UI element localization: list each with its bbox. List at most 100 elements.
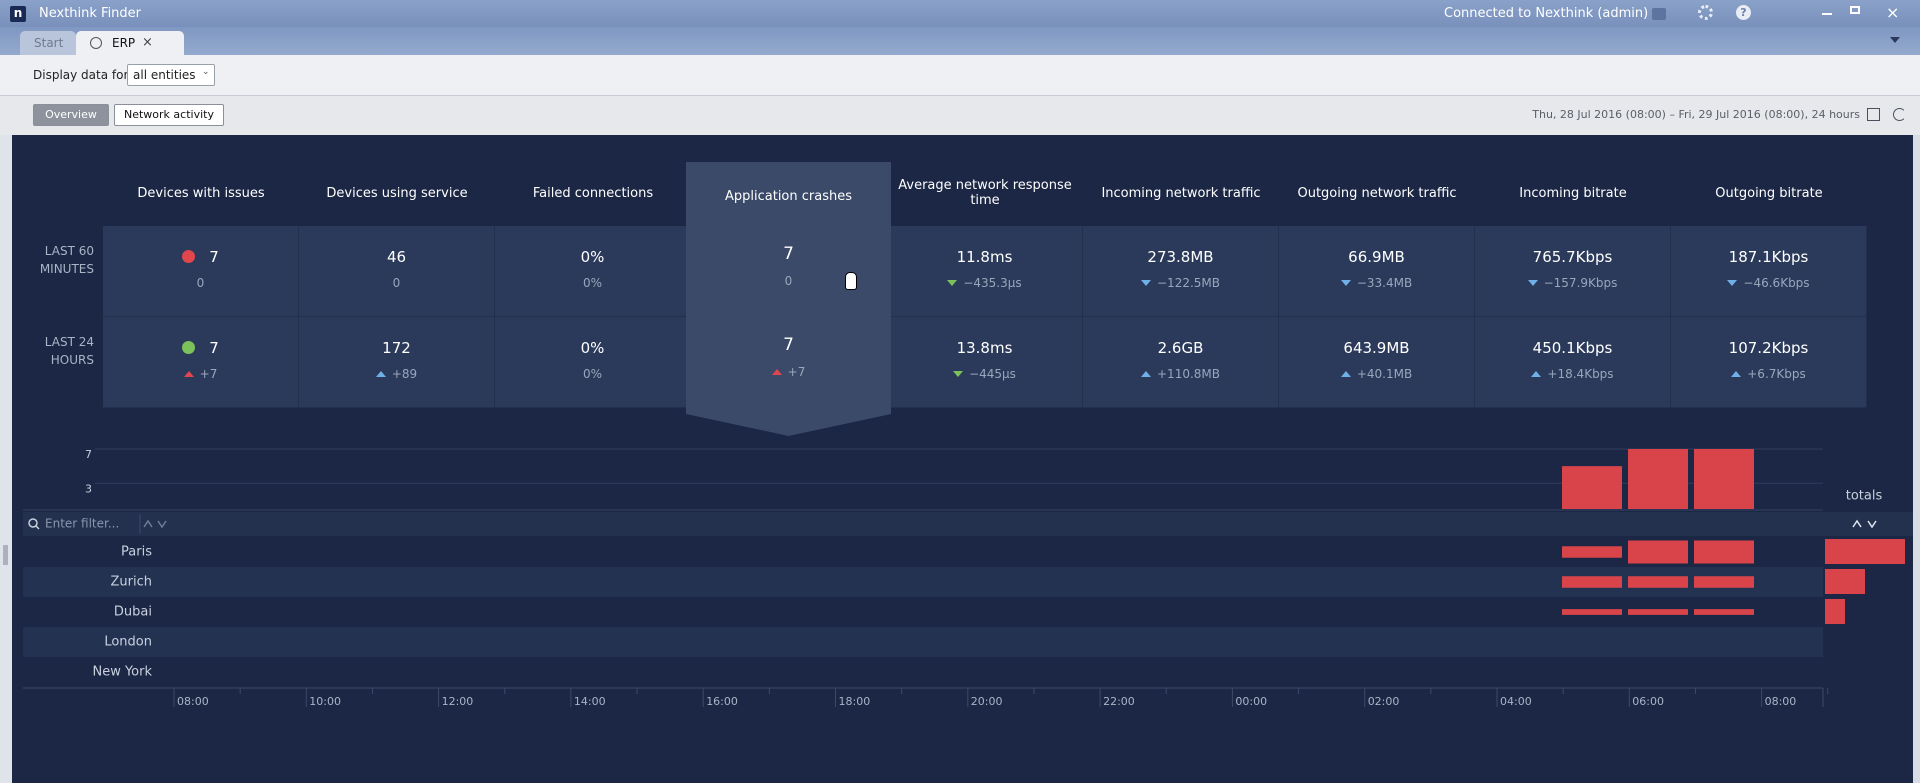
metric-delta: −445µs [887, 367, 1082, 381]
metric-delta: +7 [686, 365, 891, 379]
tab-menu[interactable] [1890, 37, 1900, 43]
metric-value-text: 765.7Kbps [1532, 248, 1613, 266]
location-row[interactable] [23, 567, 1823, 597]
metric-cell[interactable]: 643.9MB +40.1MB [1279, 317, 1475, 408]
metric-delta: 0% [495, 276, 690, 290]
column-header[interactable]: Failed connections [532, 185, 654, 201]
metric-delta: +110.8MB [1083, 367, 1278, 381]
sort-arrow[interactable] [143, 519, 153, 528]
metric-value-text: 172 [382, 339, 411, 357]
metric-delta: 0 [299, 276, 494, 290]
refresh-icon[interactable] [1893, 108, 1906, 121]
tab-label: ERP [112, 36, 136, 50]
total-bar [1825, 539, 1905, 564]
metric-cell[interactable]: 7 +7 [103, 317, 299, 408]
metric-delta-text: −46.6Kbps [1743, 276, 1810, 290]
restore-button[interactable] [1850, 6, 1860, 14]
column-header[interactable]: Devices using service [326, 185, 468, 201]
connection-status[interactable]: Connected to Nexthink (admin) [1444, 6, 1649, 21]
metric-delta: +7 [103, 367, 298, 381]
tab-label: Start [34, 36, 64, 50]
metric-cell[interactable]: 66.9MB −33.4MB [1279, 226, 1475, 317]
metric-cell[interactable]: 7 +7 [686, 317, 891, 408]
settings-icon[interactable] [1698, 5, 1713, 20]
column-header[interactable]: Outgoing network traffic [1297, 185, 1457, 201]
metric-cell[interactable]: 172 +89 [299, 317, 495, 408]
metric-cell[interactable]: 0% 0% [495, 317, 691, 408]
connection-dropdown[interactable] [1652, 8, 1666, 20]
metric-value-text: 7 [783, 244, 794, 264]
metric-value: 7 [103, 339, 298, 357]
trend-arrow [1340, 280, 1351, 286]
metric-cell[interactable]: 13.8ms −445µs [887, 317, 1083, 408]
app-logo: n [10, 6, 26, 22]
metric-delta-text: −122.5MB [1157, 276, 1220, 290]
histogram-bar [1628, 449, 1688, 509]
metric-value-text: 7 [783, 335, 794, 355]
sort-arrow[interactable] [1852, 519, 1862, 528]
column-header[interactable]: Incoming network traffic [1101, 185, 1261, 201]
column-header[interactable]: Outgoing bitrate [1715, 185, 1823, 201]
metric-value: 7 [686, 244, 891, 264]
metric-cell[interactable]: 46 0 [299, 226, 495, 317]
location-label: Zurich [111, 575, 153, 590]
metric-cell[interactable]: 273.8MB −122.5MB [1083, 226, 1279, 317]
metric-delta: −33.4MB [1279, 276, 1474, 290]
x-tick-label: 08:00 [1765, 695, 1797, 708]
close-button[interactable]: × [1886, 3, 1900, 22]
metric-delta: +89 [299, 367, 494, 381]
tab[interactable]: × ERP [76, 31, 184, 55]
help-icon[interactable]: ? [1736, 5, 1751, 20]
column-header[interactable]: Devices with issues [137, 185, 265, 201]
edit-icon[interactable] [1867, 108, 1880, 121]
location-row[interactable] [23, 537, 1823, 567]
metric-cell[interactable]: 187.1Kbps −46.6Kbps [1671, 226, 1867, 317]
metric-value-text: 107.2Kbps [1728, 339, 1809, 357]
timeline: 7 3 totals Enter filter...Paris Zurich Dubai L… [23, 448, 1913, 708]
trend-arrow [1531, 371, 1542, 377]
metric-cell[interactable]: 765.7Kbps −157.9Kbps [1475, 226, 1671, 317]
side-handle[interactable] [3, 545, 8, 565]
column-header[interactable]: Incoming bitrate [1519, 185, 1627, 201]
x-tick-label: 20:00 [971, 695, 1003, 708]
metric-delta: −435.3µs [887, 276, 1082, 290]
location-row[interactable] [23, 597, 1823, 627]
entity-select[interactable]: all entities ⌄ [127, 64, 215, 86]
mouse-cursor [845, 272, 857, 290]
column-header[interactable]: Average network response time [898, 178, 1072, 208]
column-header[interactable]: Application crashes [724, 188, 852, 204]
row-label: LAST 60 MINUTES [39, 244, 94, 276]
metric-delta: −157.9Kbps [1475, 276, 1670, 290]
metric-cell[interactable]: 107.2Kbps +6.7Kbps [1671, 317, 1867, 408]
tab[interactable]: Start [20, 31, 76, 55]
location-bar [1628, 540, 1688, 564]
metric-cell[interactable]: 2.6GB +110.8MB [1083, 317, 1279, 408]
x-tick-label: 04:00 [1500, 695, 1532, 708]
metric-value: 46 [299, 248, 494, 266]
trend-arrow [183, 371, 194, 377]
filter-input[interactable]: Enter filter... [45, 517, 119, 531]
view-button[interactable]: Overview [33, 104, 109, 126]
metric-value: 187.1Kbps [1671, 248, 1866, 266]
metric-delta: 0 [103, 276, 298, 290]
sort-arrow[interactable] [157, 520, 167, 529]
location-row[interactable] [23, 657, 1823, 687]
tab-close[interactable]: × [142, 35, 153, 50]
metric-delta-text: +110.8MB [1157, 367, 1220, 381]
view-button[interactable]: Network activity [114, 104, 224, 126]
sort-arrow[interactable] [1867, 520, 1877, 529]
selected-column[interactable] [686, 162, 891, 436]
metric-delta: +18.4Kbps [1475, 367, 1670, 381]
metric-cell[interactable]: 0% 0% [495, 226, 691, 317]
metric-value-text: 273.8MB [1147, 248, 1214, 266]
metric-cell[interactable]: 450.1Kbps +18.4Kbps [1475, 317, 1671, 408]
scrollbar[interactable] [1913, 135, 1920, 783]
minimize-button[interactable] [1822, 13, 1832, 15]
metric-value-text: 450.1Kbps [1532, 339, 1613, 357]
metric-cell[interactable]: 11.8ms −435.3µs [887, 226, 1083, 317]
location-row[interactable] [23, 627, 1823, 657]
trend-arrow [1141, 280, 1151, 286]
